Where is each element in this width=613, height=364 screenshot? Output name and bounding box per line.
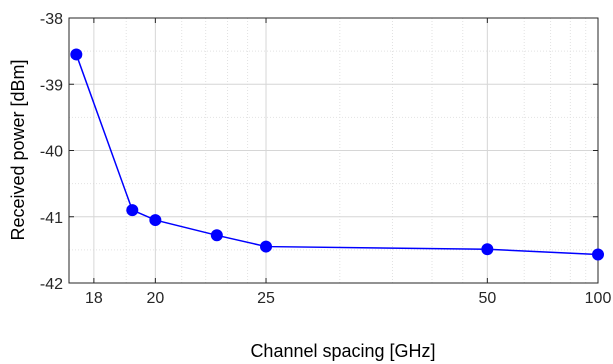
x-tick-label: 100: [585, 290, 612, 307]
data-point: [592, 248, 604, 261]
data-point: [70, 48, 83, 61]
x-tick-label: 20: [146, 290, 164, 307]
data-point: [260, 240, 273, 253]
data-point: [481, 243, 494, 256]
y-tick-label: -40: [40, 144, 63, 161]
data-point: [126, 204, 139, 217]
y-tick-label: -42: [40, 276, 63, 293]
x-tick-label: 18: [85, 290, 103, 307]
axis-ticks: 18 20 25 50 100 -42 -41 -40 -39 -38: [40, 11, 612, 307]
data-series: [70, 48, 604, 261]
y-tick-label: -39: [40, 77, 63, 94]
data-point: [149, 214, 162, 227]
data-point: [210, 229, 223, 242]
x-tick-label: 50: [478, 290, 496, 307]
y-tick-label: -38: [40, 11, 63, 28]
x-tick-label: 25: [257, 290, 275, 307]
y-tick-label: -41: [40, 210, 63, 227]
x-axis-label: Channel spacing [GHz]: [250, 341, 435, 361]
y-axis-label: Received power [dBm]: [8, 59, 28, 240]
